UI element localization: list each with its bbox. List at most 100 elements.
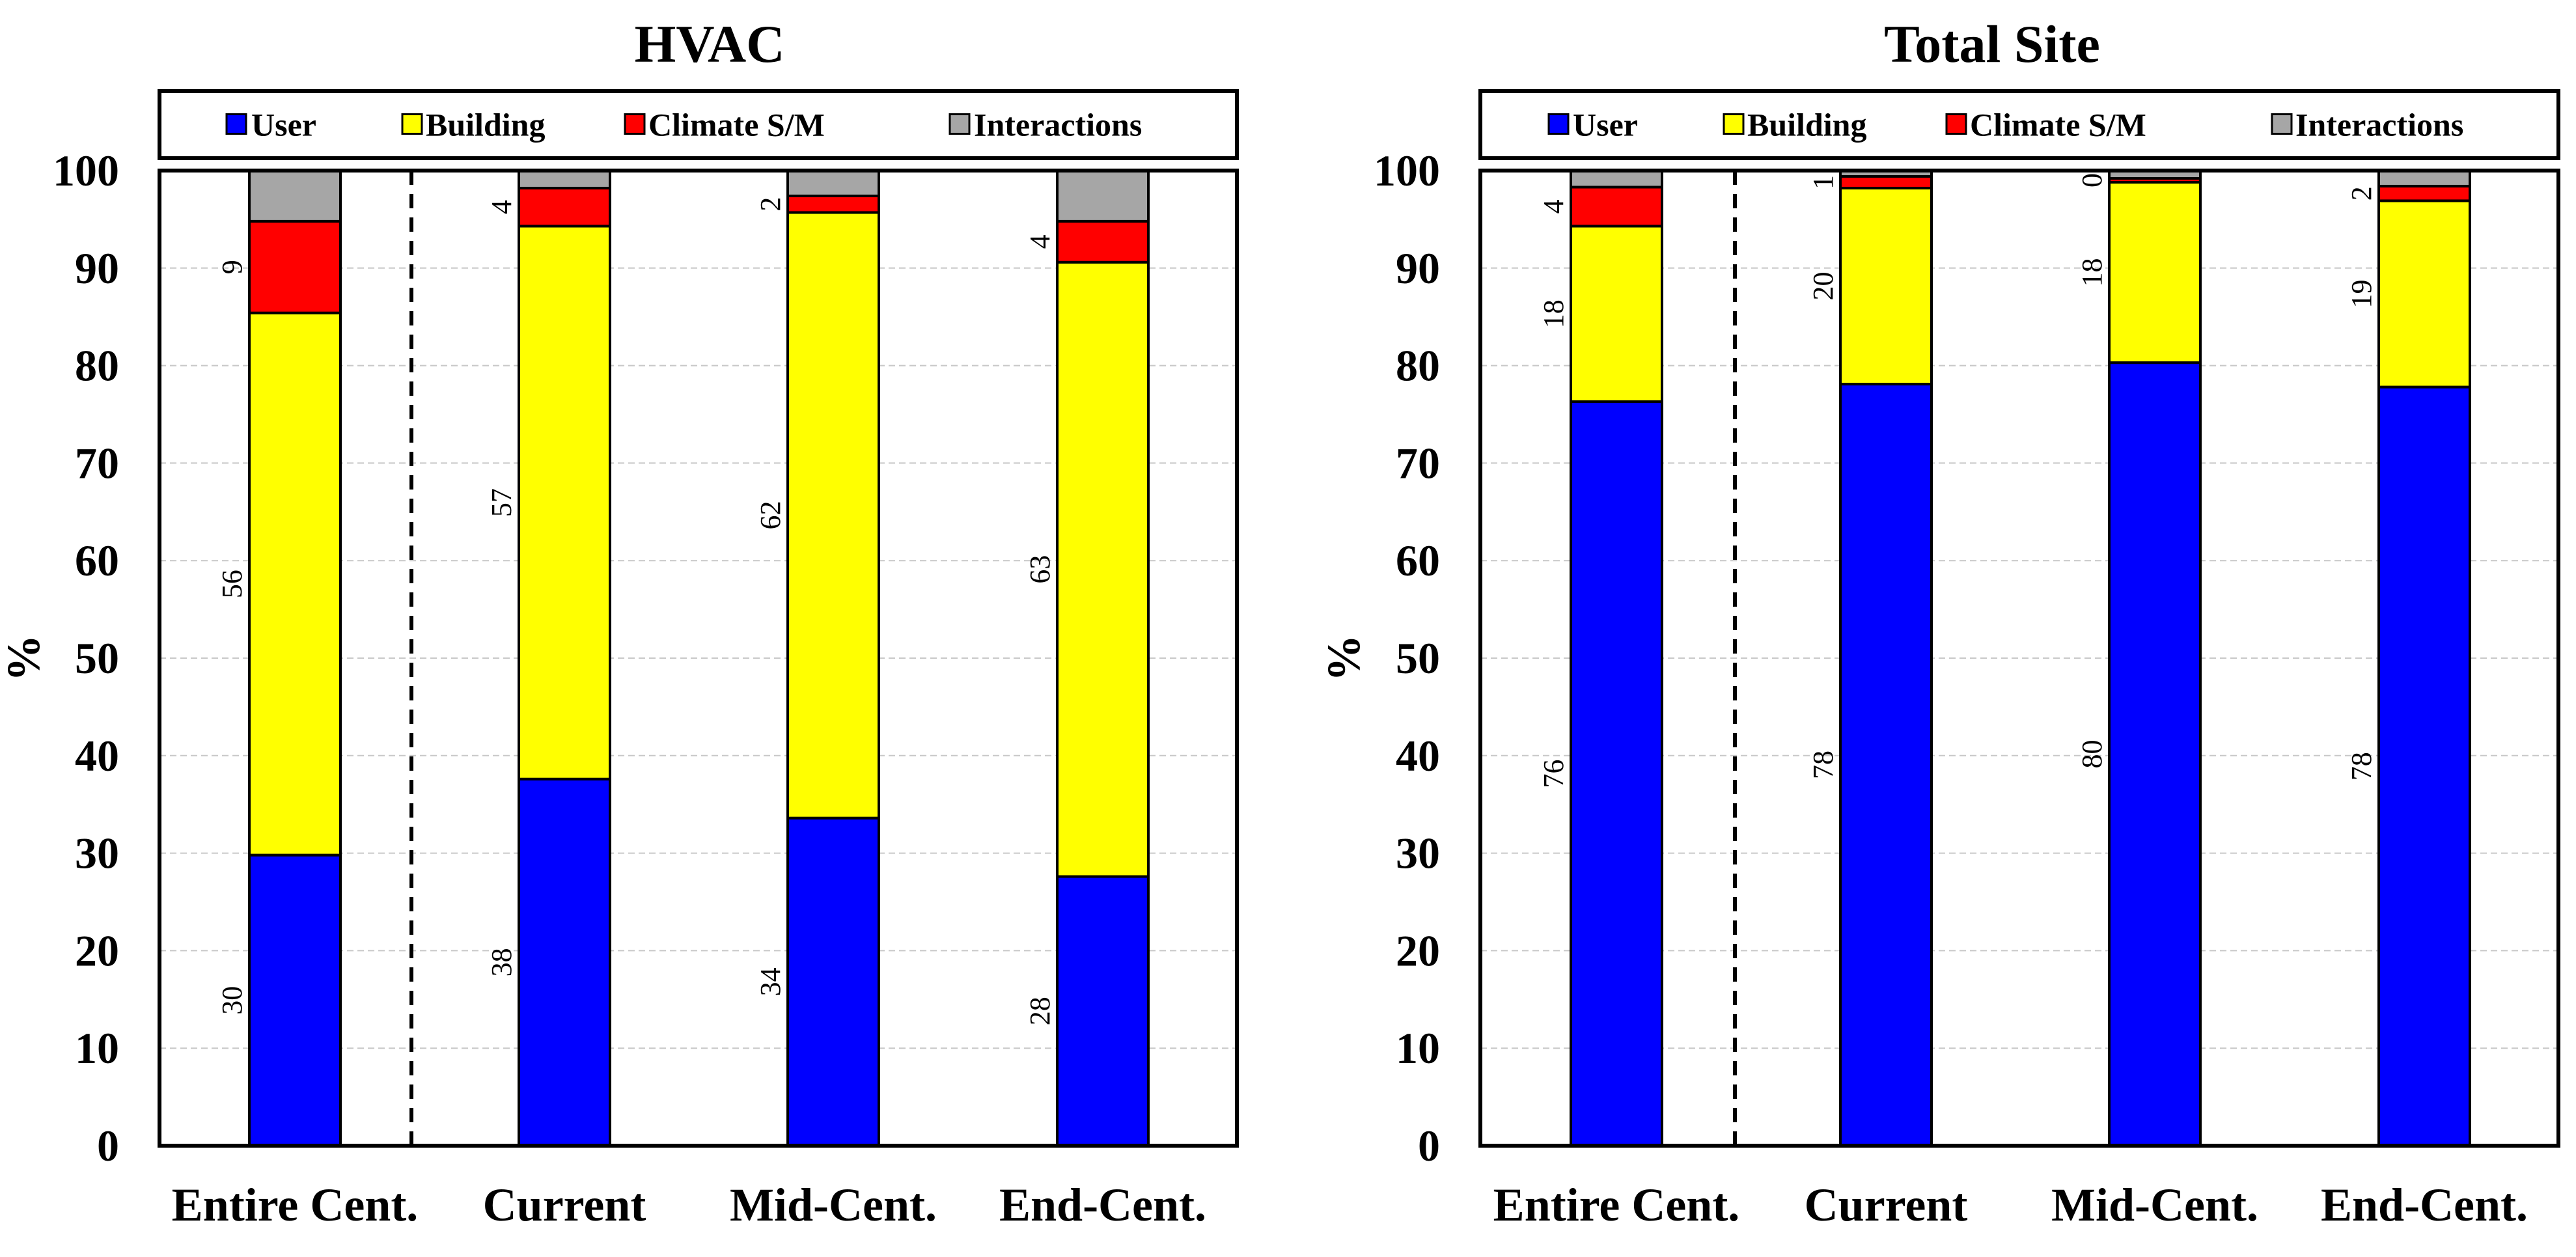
- bar-segment-user: [1570, 400, 1663, 1147]
- bar-segment-building: [1839, 186, 1933, 386]
- bar-segment-building: [248, 311, 342, 857]
- bar-segment-interactions: [248, 169, 342, 223]
- plot-area-border: [1478, 169, 2560, 1148]
- bar-segment-user: [786, 816, 880, 1147]
- y-tick-label: 50: [75, 633, 119, 683]
- bar-segment-user: [2377, 385, 2471, 1147]
- bar-segment-user: [2108, 361, 2202, 1148]
- x-tick-label: Entire Cent.: [172, 1179, 419, 1231]
- data-label: 80: [2076, 740, 2108, 769]
- data-label: 78: [1807, 751, 1839, 779]
- bar-segment-interactions: [1056, 169, 1150, 223]
- legend-label: Interactions: [2295, 107, 2463, 143]
- data-label: 76: [1538, 760, 1570, 788]
- data-label: 34: [755, 967, 786, 996]
- data-label: 19: [2346, 279, 2377, 308]
- y-axis-label: %: [1318, 635, 1370, 682]
- legend-swatch: [225, 113, 247, 135]
- y-tick-label: 30: [1396, 829, 1440, 878]
- data-label: 4: [1538, 199, 1570, 214]
- bar-segment-interactions: [786, 169, 880, 197]
- legend-label: Building: [1747, 107, 1866, 143]
- y-tick-label: 90: [75, 243, 119, 293]
- legend-swatch: [1547, 113, 1570, 135]
- legend-box: [158, 89, 1239, 160]
- y-axis-label: %: [0, 635, 49, 682]
- bar-segment-user: [1839, 383, 1933, 1147]
- legend-label: Climate S/M: [1970, 107, 2146, 143]
- bar-segment-interactions: [1570, 169, 1663, 189]
- y-tick-label: 60: [75, 536, 119, 585]
- bar-segment-user: [518, 777, 611, 1147]
- y-tick-label: 40: [1396, 731, 1440, 780]
- data-label: 20: [1807, 272, 1839, 301]
- bar-segment-climate-s-m: [786, 194, 880, 214]
- bar-segment-climate-s-m: [518, 186, 611, 228]
- y-tick-label: 0: [1418, 1121, 1440, 1170]
- y-tick-label: 10: [75, 1023, 119, 1073]
- legend-swatch: [1723, 113, 1745, 135]
- legend-label: Interactions: [974, 107, 1142, 143]
- bar-segment-building: [518, 225, 611, 780]
- data-label: 2: [2346, 186, 2377, 200]
- data-label: 2: [755, 197, 786, 212]
- y-tick-label: 60: [1396, 536, 1440, 585]
- legend-label: Building: [426, 107, 545, 143]
- chart-title: Total Site: [1884, 14, 2100, 74]
- y-tick-label: 20: [75, 926, 119, 975]
- y-tick-label: 90: [1396, 243, 1440, 293]
- data-label: 78: [2346, 752, 2377, 780]
- x-tick-label: Mid-Cent.: [2051, 1179, 2258, 1231]
- data-label: 18: [1538, 299, 1570, 328]
- legend-swatch: [949, 113, 971, 135]
- data-label: 57: [486, 488, 518, 517]
- x-tick-label: Current: [483, 1179, 646, 1231]
- legend-swatch: [401, 113, 423, 135]
- data-label: 4: [486, 200, 518, 214]
- data-label: 38: [486, 948, 518, 976]
- y-tick-label: 70: [1396, 438, 1440, 488]
- y-tick-label: 20: [1396, 926, 1440, 975]
- y-tick-label: 50: [1396, 633, 1440, 683]
- legend-swatch: [2271, 113, 2293, 135]
- legend-swatch: [624, 113, 646, 135]
- legend-label: Climate S/M: [648, 107, 825, 143]
- bar-segment-climate-s-m: [1839, 174, 1933, 189]
- bar-segment-building: [2377, 199, 2471, 389]
- x-tick-label: Current: [1805, 1179, 1968, 1231]
- y-tick-label: 70: [75, 438, 119, 488]
- y-tick-label: 40: [75, 731, 119, 780]
- y-tick-label: 80: [75, 341, 119, 391]
- bar-segment-climate-s-m: [1056, 219, 1150, 264]
- y-tick-label: 10: [1396, 1023, 1440, 1073]
- bar-segment-building: [2108, 180, 2202, 365]
- data-label: 4: [1024, 234, 1056, 249]
- data-label: 9: [216, 260, 248, 274]
- legend-label: User: [251, 107, 316, 143]
- legend-box: [1478, 89, 2560, 160]
- bar-segment-user: [248, 853, 342, 1147]
- data-label: 28: [1024, 997, 1056, 1025]
- data-label: 30: [216, 986, 248, 1015]
- bar-segment-building: [1570, 225, 1663, 404]
- plot-area-border: [158, 169, 1239, 1148]
- legend-swatch: [1945, 113, 1967, 135]
- y-tick-label: 0: [97, 1121, 119, 1170]
- bar-segment-building: [1056, 260, 1150, 878]
- x-tick-label: Mid-Cent.: [730, 1179, 937, 1231]
- bar-segment-building: [786, 211, 880, 820]
- y-tick-label: 80: [1396, 341, 1440, 391]
- bar-segment-interactions: [518, 169, 611, 189]
- data-label: 62: [755, 501, 786, 530]
- bar-segment-interactions: [2377, 169, 2471, 187]
- chart-title: HVAC: [635, 14, 785, 74]
- x-tick-label: End-Cent.: [999, 1179, 1206, 1231]
- data-label: 63: [1024, 555, 1056, 584]
- x-tick-label: End-Cent.: [2321, 1179, 2528, 1231]
- y-tick-label: 30: [75, 829, 119, 878]
- bar-segment-climate-s-m: [248, 219, 342, 314]
- bar-segment-user: [1056, 875, 1150, 1147]
- data-label: 56: [216, 570, 248, 598]
- bar-segment-climate-s-m: [1570, 186, 1663, 228]
